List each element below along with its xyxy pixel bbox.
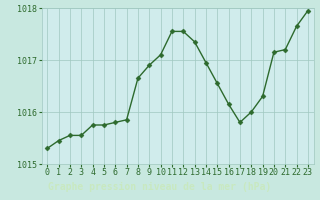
Text: Graphe pression niveau de la mer (hPa): Graphe pression niveau de la mer (hPa) (48, 182, 272, 192)
